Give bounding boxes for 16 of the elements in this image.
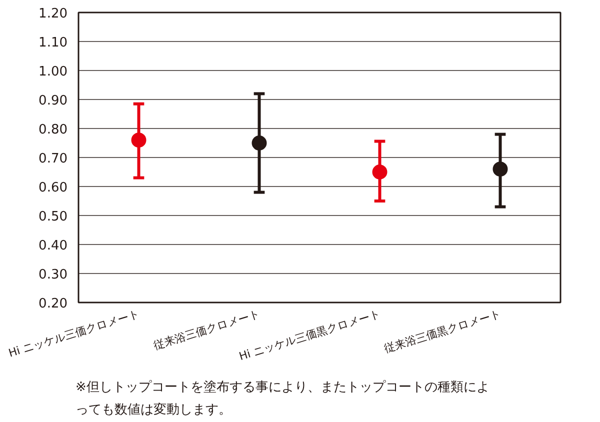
x-tick-label: 従来浴三価黒クロメート bbox=[382, 307, 502, 356]
y-tick-label: 0.30 bbox=[38, 268, 68, 282]
y-tick-label: 1.20 bbox=[38, 6, 68, 22]
point bbox=[252, 136, 267, 150]
point bbox=[372, 164, 388, 180]
y-tick-label: 0.60 bbox=[38, 180, 68, 196]
y-tick-label: 1.00 bbox=[38, 64, 68, 80]
y-tick-label: 0.40 bbox=[38, 238, 68, 254]
text: ※但しトップコートを塗布する事により、またトップコートの種類によっても数値は変動します。 bbox=[76, 380, 490, 418]
point bbox=[131, 132, 146, 148]
y-tick-label: 0.50 bbox=[38, 210, 68, 224]
y-tick-label: 0.70 bbox=[38, 152, 68, 166]
point bbox=[492, 162, 508, 177]
y-tick-label: 0.90 bbox=[38, 94, 68, 108]
y-tick-label: 0.80 bbox=[38, 122, 68, 138]
y-tick-label: 1.10 bbox=[38, 36, 68, 50]
